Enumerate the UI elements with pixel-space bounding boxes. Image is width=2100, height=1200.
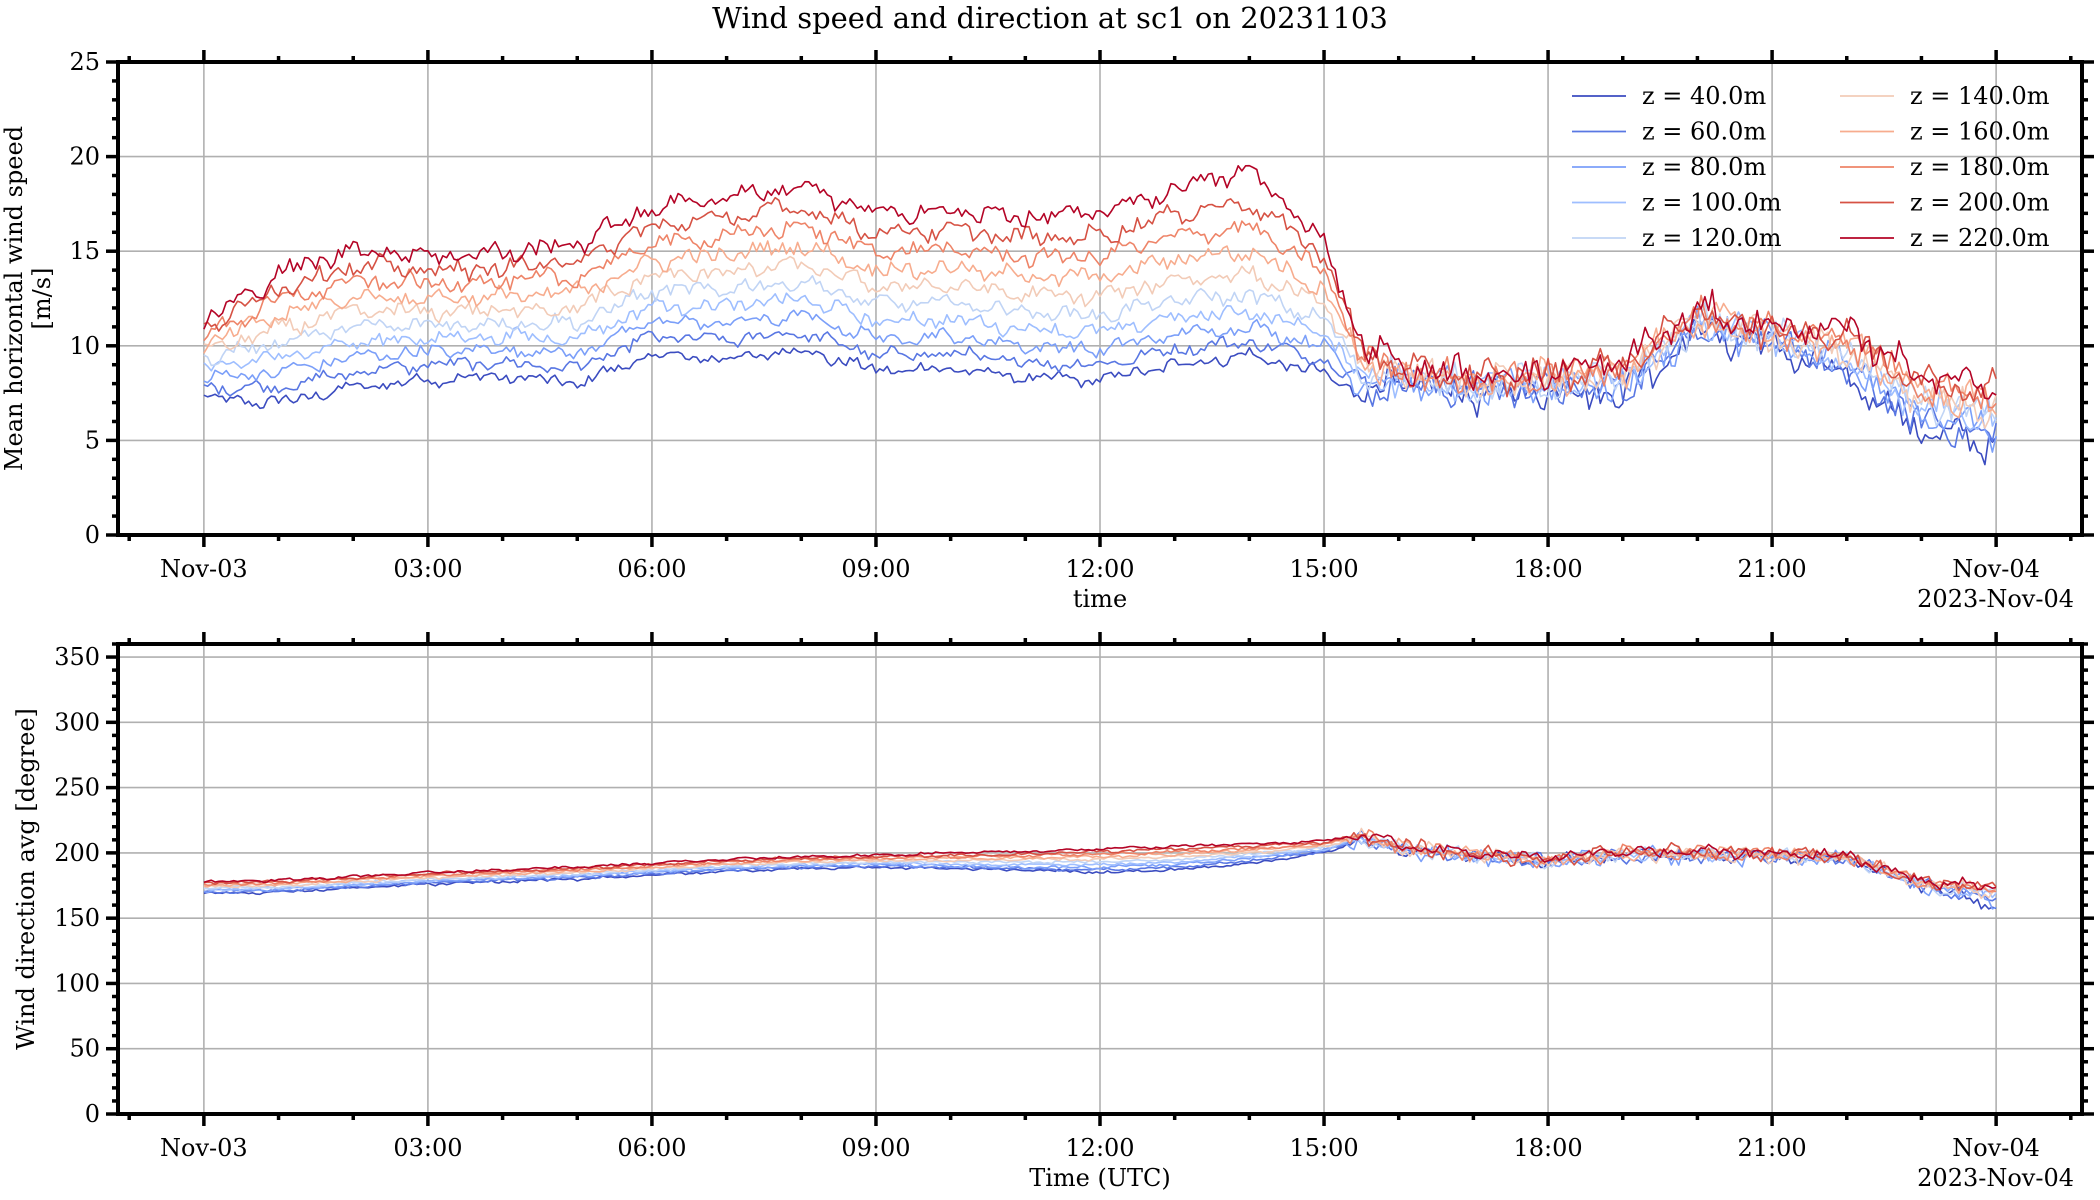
y-tick-label: 20	[69, 143, 100, 171]
y-tick-label: 200	[54, 839, 100, 867]
y-axis-label: Mean horizontal wind speed[m/s]	[0, 126, 56, 471]
x-tick-label: Nov-04	[1952, 1134, 2040, 1162]
x-tick-label: 12:00	[1065, 1134, 1134, 1162]
x-tick-label: 09:00	[841, 1134, 910, 1162]
x-axis-label: time	[1073, 585, 1127, 613]
x-tick-label: 15:00	[1289, 1134, 1358, 1162]
legend-label: z = 220.0m	[1910, 224, 2050, 252]
y-tick-label: 100	[54, 969, 100, 997]
y-tick-label: 5	[85, 426, 100, 454]
x-axis-label: Time (UTC)	[1029, 1164, 1171, 1192]
x-tick-label: 15:00	[1289, 555, 1358, 583]
x-tick-label: 18:00	[1513, 555, 1582, 583]
series-line	[203, 316, 1997, 449]
chart-title: Wind speed and direction at sc1 on 20231…	[712, 1, 1388, 35]
series-line	[203, 255, 1997, 429]
y-tick-label: 150	[54, 904, 100, 932]
legend: z = 40.0m z = 60.0m z = 80.0m z = 100.0m z =…	[1572, 82, 2050, 252]
x-tick-label: Nov-04	[1952, 555, 2040, 583]
legend-label: z = 80.0m	[1642, 153, 1766, 181]
x-tick-label: 09:00	[841, 555, 910, 583]
legend-label: z = 120.0m	[1642, 224, 1782, 252]
legend-label: z = 60.0m	[1642, 118, 1766, 146]
x-tick-label: 21:00	[1738, 1134, 1807, 1162]
series-line	[203, 240, 1997, 419]
series-line	[203, 220, 1997, 410]
x-axis-date-label: 2023-Nov-04	[1917, 585, 2074, 613]
x-tick-label: Nov-03	[160, 555, 248, 583]
y-axis-label: Wind direction avg [degree]	[12, 708, 40, 1050]
legend-label: z = 200.0m	[1910, 189, 2050, 217]
legend-label: z = 180.0m	[1910, 153, 2050, 181]
series-line	[203, 305, 1997, 453]
x-tick-label: 18:00	[1513, 1134, 1582, 1162]
series-line	[203, 275, 1997, 427]
y-tick-label: 350	[54, 643, 100, 671]
series-line	[203, 164, 1997, 400]
x-tick-label: 03:00	[393, 555, 462, 583]
wind-direction-panel: Nov-03 03:00 06:00 09:00 12:00 15:00 18:00 21:0…	[12, 632, 2094, 1192]
wind-speed-panel: Nov-03 03:00 06:00 09:00 12:00 15:00 18:00 21:0…	[0, 48, 2094, 613]
x-tick-label: 03:00	[393, 1134, 462, 1162]
legend-label: z = 40.0m	[1642, 82, 1766, 110]
legend-label: z = 160.0m	[1910, 118, 2050, 146]
series-line	[203, 196, 1997, 403]
legend-label: z = 140.0m	[1910, 82, 2050, 110]
x-axis-date-label: 2023-Nov-04	[1917, 1164, 2074, 1192]
y-tick-label: 25	[69, 48, 100, 76]
y-tick-label: 0	[85, 1100, 100, 1128]
series-line	[203, 833, 1997, 891]
x-tick-label: 06:00	[617, 555, 686, 583]
legend-label: z = 100.0m	[1642, 189, 1782, 217]
y-tick-label: 15	[69, 237, 100, 265]
x-tick-label: 21:00	[1738, 555, 1807, 583]
y-tick-label: 10	[69, 332, 100, 360]
x-tick-label: 12:00	[1065, 555, 1134, 583]
y-tick-label: 250	[54, 774, 100, 802]
y-tick-label: 0	[85, 521, 100, 549]
y-tick-label: 50	[69, 1035, 100, 1063]
series-line	[203, 829, 1997, 893]
y-tick-label: 300	[54, 708, 100, 736]
x-tick-label: Nov-03	[160, 1134, 248, 1162]
x-tick-label: 06:00	[617, 1134, 686, 1162]
